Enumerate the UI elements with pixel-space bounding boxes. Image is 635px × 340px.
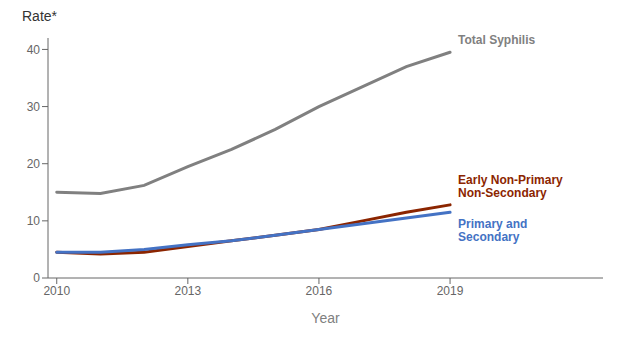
svg-text:0: 0 <box>33 271 40 285</box>
html-text:Rate*: Rate* <box>22 8 57 24</box>
svg-text:Year: Year <box>311 310 340 326</box>
svg-text:2010: 2010 <box>43 284 70 298</box>
svg-text:2019: 2019 <box>437 284 464 298</box>
svg-text:Early Non-PrimaryNon-Secondary: Early Non-PrimaryNon-Secondary <box>458 173 563 200</box>
svg-text:30: 30 <box>27 100 41 114</box>
svg-text:10: 10 <box>27 214 41 228</box>
svg-text:2016: 2016 <box>306 284 333 298</box>
svg-text:20: 20 <box>27 157 41 171</box>
svg-text:Primary andSecondary: Primary andSecondary <box>458 217 527 244</box>
svg-text:40: 40 <box>27 43 41 57</box>
svg-text:2013: 2013 <box>174 284 201 298</box>
svg-text:Total Syphilis: Total Syphilis <box>458 33 535 47</box>
